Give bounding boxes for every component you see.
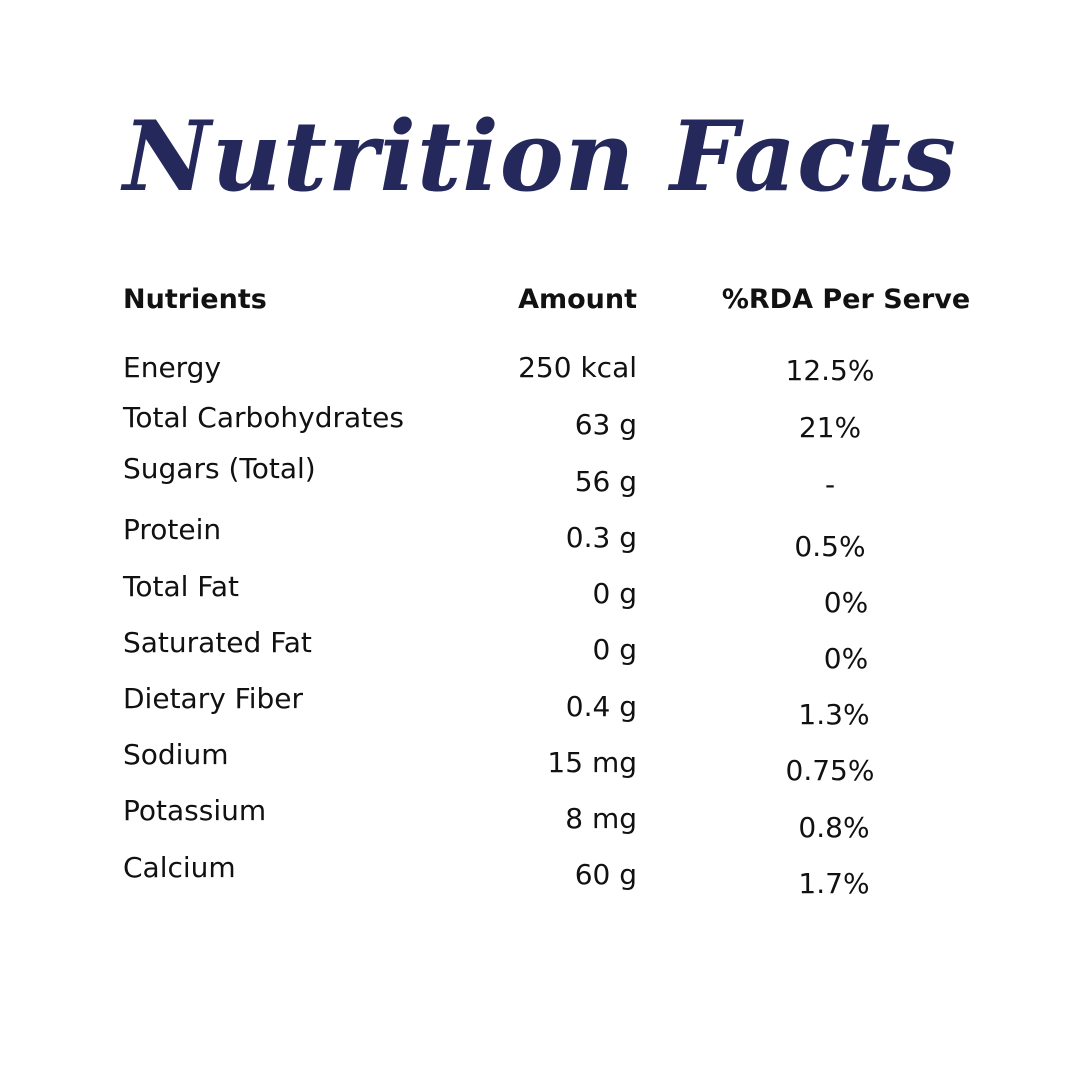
- header-nutrients: Nutrients: [123, 284, 267, 315]
- nutrient-amount: 8 mg: [565, 802, 637, 835]
- nutrient-amount: 60 g: [574, 858, 637, 891]
- nutrient-rda: -: [824, 468, 836, 501]
- nutrient-amount: 250 kcal: [518, 351, 637, 384]
- nutrient-rda: 0%: [823, 586, 869, 619]
- nutrient-amount: 15 mg: [547, 746, 637, 779]
- nutrient-name: Potassium: [123, 794, 267, 827]
- nutrient-name: Sugars (Total): [123, 452, 316, 485]
- page-title: Nutrition Facts: [123, 100, 957, 213]
- nutrient-name: Total Carbohydrates: [123, 401, 404, 434]
- nutrient-name: Calcium: [123, 851, 236, 884]
- nutrient-name: Total Fat: [123, 570, 239, 603]
- nutrient-rda: 1.7%: [798, 867, 870, 900]
- nutrient-name: Protein: [123, 513, 222, 546]
- header-amount: Amount: [518, 284, 637, 315]
- nutrient-name: Saturated Fat: [123, 626, 312, 659]
- nutrient-amount: 0 g: [592, 633, 638, 666]
- nutrient-rda: 0%: [823, 642, 869, 675]
- nutrient-amount: 0.3 g: [565, 521, 637, 554]
- nutrient-amount: 0 g: [592, 577, 638, 610]
- nutrient-rda: 0.5%: [794, 530, 866, 563]
- header-rda: %RDA Per Serve: [721, 284, 971, 315]
- nutrient-rda: 12.5%: [785, 354, 875, 387]
- nutrient-amount: 0.4 g: [565, 690, 637, 723]
- nutrient-name: Dietary Fiber: [123, 682, 304, 715]
- nutrient-rda: 0.8%: [798, 811, 870, 844]
- nutrient-rda: 0.75%: [785, 754, 875, 787]
- nutrient-amount: 63 g: [574, 408, 637, 441]
- nutrient-amount: 56 g: [574, 465, 637, 498]
- nutrient-name: Energy: [123, 351, 222, 384]
- nutrient-rda: 21%: [798, 411, 862, 444]
- nutrient-name: Sodium: [123, 738, 229, 771]
- nutrient-rda: 1.3%: [798, 698, 870, 731]
